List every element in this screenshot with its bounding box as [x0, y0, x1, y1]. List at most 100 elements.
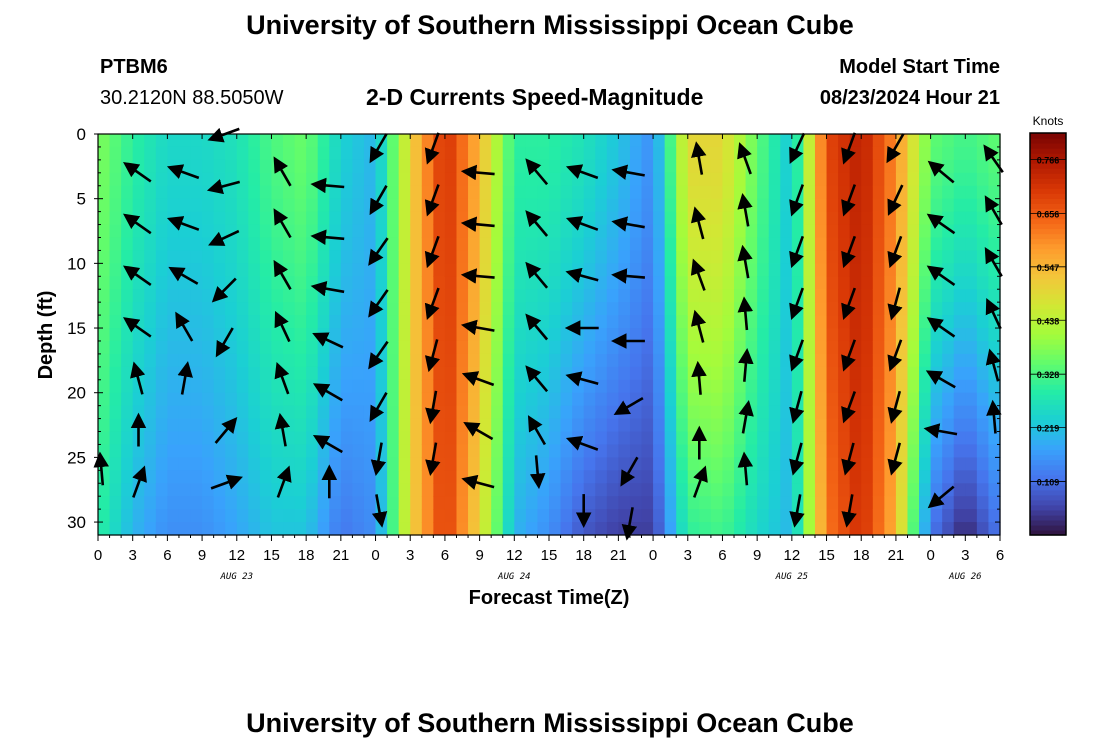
current-vector — [460, 319, 495, 336]
heatmap-cell — [283, 146, 296, 161]
heatmap-cell — [988, 276, 1001, 290]
heatmap-cell — [271, 353, 284, 368]
heatmap-cell — [248, 250, 261, 264]
heatmap-cell — [155, 444, 168, 458]
heatmap-cell — [618, 250, 631, 264]
heatmap-cell — [976, 379, 990, 394]
heatmap-cell — [248, 172, 261, 187]
heatmap-cell — [109, 198, 122, 213]
heatmap-cell — [560, 392, 573, 407]
heatmap-cell — [595, 418, 608, 433]
heatmap-cell — [144, 340, 157, 355]
heatmap-cell — [283, 159, 296, 174]
colorbar-segment — [1030, 288, 1066, 295]
heatmap-cell — [352, 198, 365, 213]
colorbar-tick-label: 0.547 — [1037, 263, 1060, 273]
heatmap-cell — [387, 224, 400, 239]
heatmap-cell — [780, 276, 793, 290]
heatmap-cell — [456, 224, 469, 239]
heatmap-cell — [317, 444, 330, 458]
heatmap-cell — [352, 289, 365, 303]
heatmap-cell — [734, 159, 747, 174]
current-vector — [463, 422, 494, 441]
heatmap-cell — [595, 340, 608, 355]
heatmap-cell — [121, 237, 134, 252]
heatmap-cell — [872, 302, 885, 316]
heatmap-cell — [814, 353, 828, 368]
colorbar-segment — [1030, 409, 1066, 415]
heatmap-cell — [641, 418, 654, 433]
heatmap-cell — [537, 250, 550, 264]
heatmap-cell — [653, 224, 666, 239]
heatmap-cell — [213, 522, 226, 536]
heatmap-cell — [167, 444, 180, 458]
current-vector — [927, 485, 955, 509]
heatmap-cell — [236, 159, 249, 174]
heatmap-cell — [340, 276, 354, 290]
colorbar-segment — [1030, 198, 1066, 204]
heatmap-cell — [930, 405, 943, 420]
x-tick-label: 18 — [298, 547, 315, 564]
heatmap-cell — [872, 146, 885, 161]
heatmap-cell — [306, 509, 319, 523]
heatmap-cell — [722, 496, 735, 510]
heatmap-cell — [340, 483, 354, 497]
colorbar-segment — [1030, 213, 1066, 220]
heatmap-cell — [907, 418, 920, 433]
heatmap-cell — [849, 483, 862, 497]
heatmap-cell — [953, 470, 966, 484]
heatmap-cell — [202, 172, 215, 187]
heatmap-cell — [283, 134, 296, 148]
heatmap-cell — [525, 353, 539, 368]
current-vector — [887, 442, 903, 476]
current-vector — [274, 362, 290, 395]
current-vector — [565, 267, 599, 283]
heatmap-cell — [814, 263, 828, 277]
heatmap-cell — [109, 224, 122, 239]
heatmap-cell — [606, 431, 619, 446]
heatmap-cell — [768, 366, 781, 381]
colorbar-segment — [1030, 193, 1066, 199]
heatmap-cell — [167, 405, 180, 420]
heatmap-cell — [387, 340, 400, 355]
heatmap-cell — [629, 250, 643, 264]
heatmap-cell — [410, 431, 423, 446]
heatmap-cell — [236, 250, 249, 264]
heatmap-cell — [98, 328, 111, 342]
heatmap-cell — [629, 405, 643, 420]
heatmap-cell — [306, 457, 319, 471]
heatmap-cell — [525, 328, 539, 342]
heatmap-cell — [525, 302, 539, 316]
heatmap-cell — [549, 366, 562, 381]
heatmap-cell — [213, 392, 226, 407]
heatmap-cell — [98, 263, 111, 277]
heatmap-cell — [722, 185, 735, 200]
heatmap-cell — [895, 172, 909, 187]
heatmap-cell — [398, 340, 411, 355]
heatmap-cell — [641, 496, 654, 510]
heatmap-cell — [734, 522, 747, 536]
heatmap-cell — [618, 134, 631, 148]
heatmap-cell — [930, 457, 943, 471]
heatmap-cell — [329, 353, 342, 368]
heatmap-cell — [919, 509, 932, 523]
heatmap-cell — [514, 392, 527, 407]
heatmap-cell — [248, 431, 261, 446]
heatmap-cell — [525, 289, 539, 303]
heatmap-cell — [814, 172, 828, 187]
heatmap-cell — [861, 134, 874, 148]
heatmap-cell — [919, 392, 932, 407]
heatmap-cell — [421, 483, 434, 497]
heatmap-cell — [791, 431, 805, 446]
heatmap-cell — [549, 185, 562, 200]
colorbar-segment — [1030, 444, 1066, 451]
heatmap-cell — [618, 185, 631, 200]
x-tick-label: 6 — [441, 547, 449, 564]
heatmap-cell — [294, 392, 307, 407]
heatmap-cell — [861, 379, 874, 394]
heatmap-cell — [283, 483, 296, 497]
heatmap-cell — [814, 483, 828, 497]
heatmap-cell — [410, 340, 423, 355]
heatmap-cell — [444, 237, 458, 252]
heatmap-cell — [155, 392, 168, 407]
